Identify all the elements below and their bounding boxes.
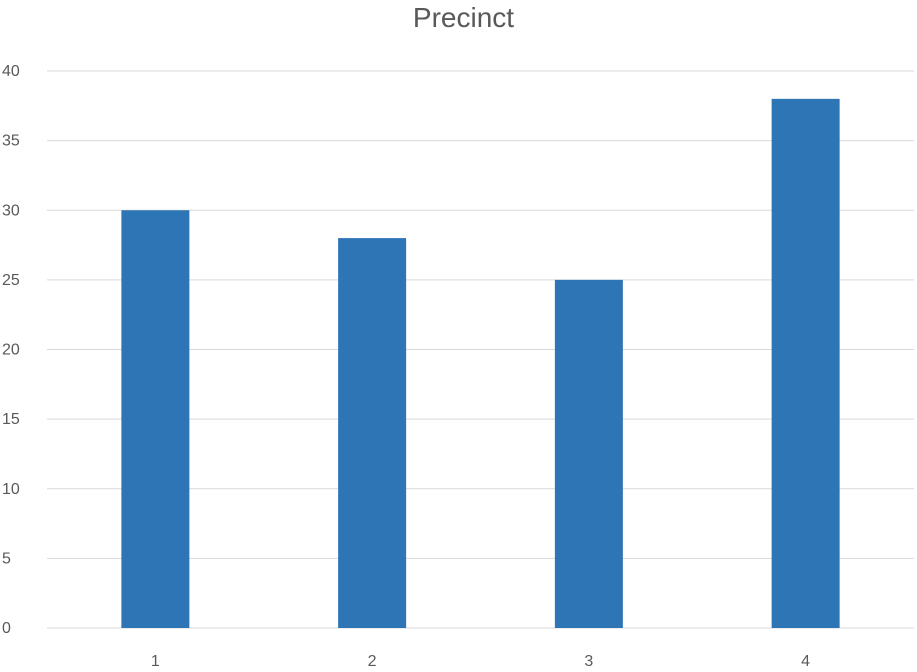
y-tick-label: 35 [2, 133, 20, 150]
x-tick-label: 2 [368, 653, 377, 670]
y-tick-label: 15 [2, 411, 20, 428]
y-tick-label: 10 [2, 481, 20, 498]
bar-1 [121, 210, 190, 628]
x-tick-label: 1 [151, 653, 160, 670]
y-tick-label: 5 [2, 550, 11, 567]
y-tick-label: 40 [2, 63, 20, 80]
y-axis: 0 5 10 15 20 25 30 35 40 [2, 63, 20, 637]
bar-2 [338, 238, 407, 628]
bars [121, 98, 840, 629]
y-tick-label: 0 [2, 620, 11, 637]
x-tick-label: 4 [801, 653, 810, 670]
bar-4 [771, 98, 840, 629]
x-tick-label: 3 [584, 653, 593, 670]
x-axis: 1 2 3 4 [151, 653, 810, 670]
bar-3 [554, 279, 623, 628]
chart-title: Precinct [412, 2, 515, 33]
gridlines [47, 70, 914, 629]
y-tick-label: 30 [2, 202, 20, 219]
y-tick-label: 20 [2, 342, 20, 359]
y-tick-label: 25 [2, 272, 20, 289]
